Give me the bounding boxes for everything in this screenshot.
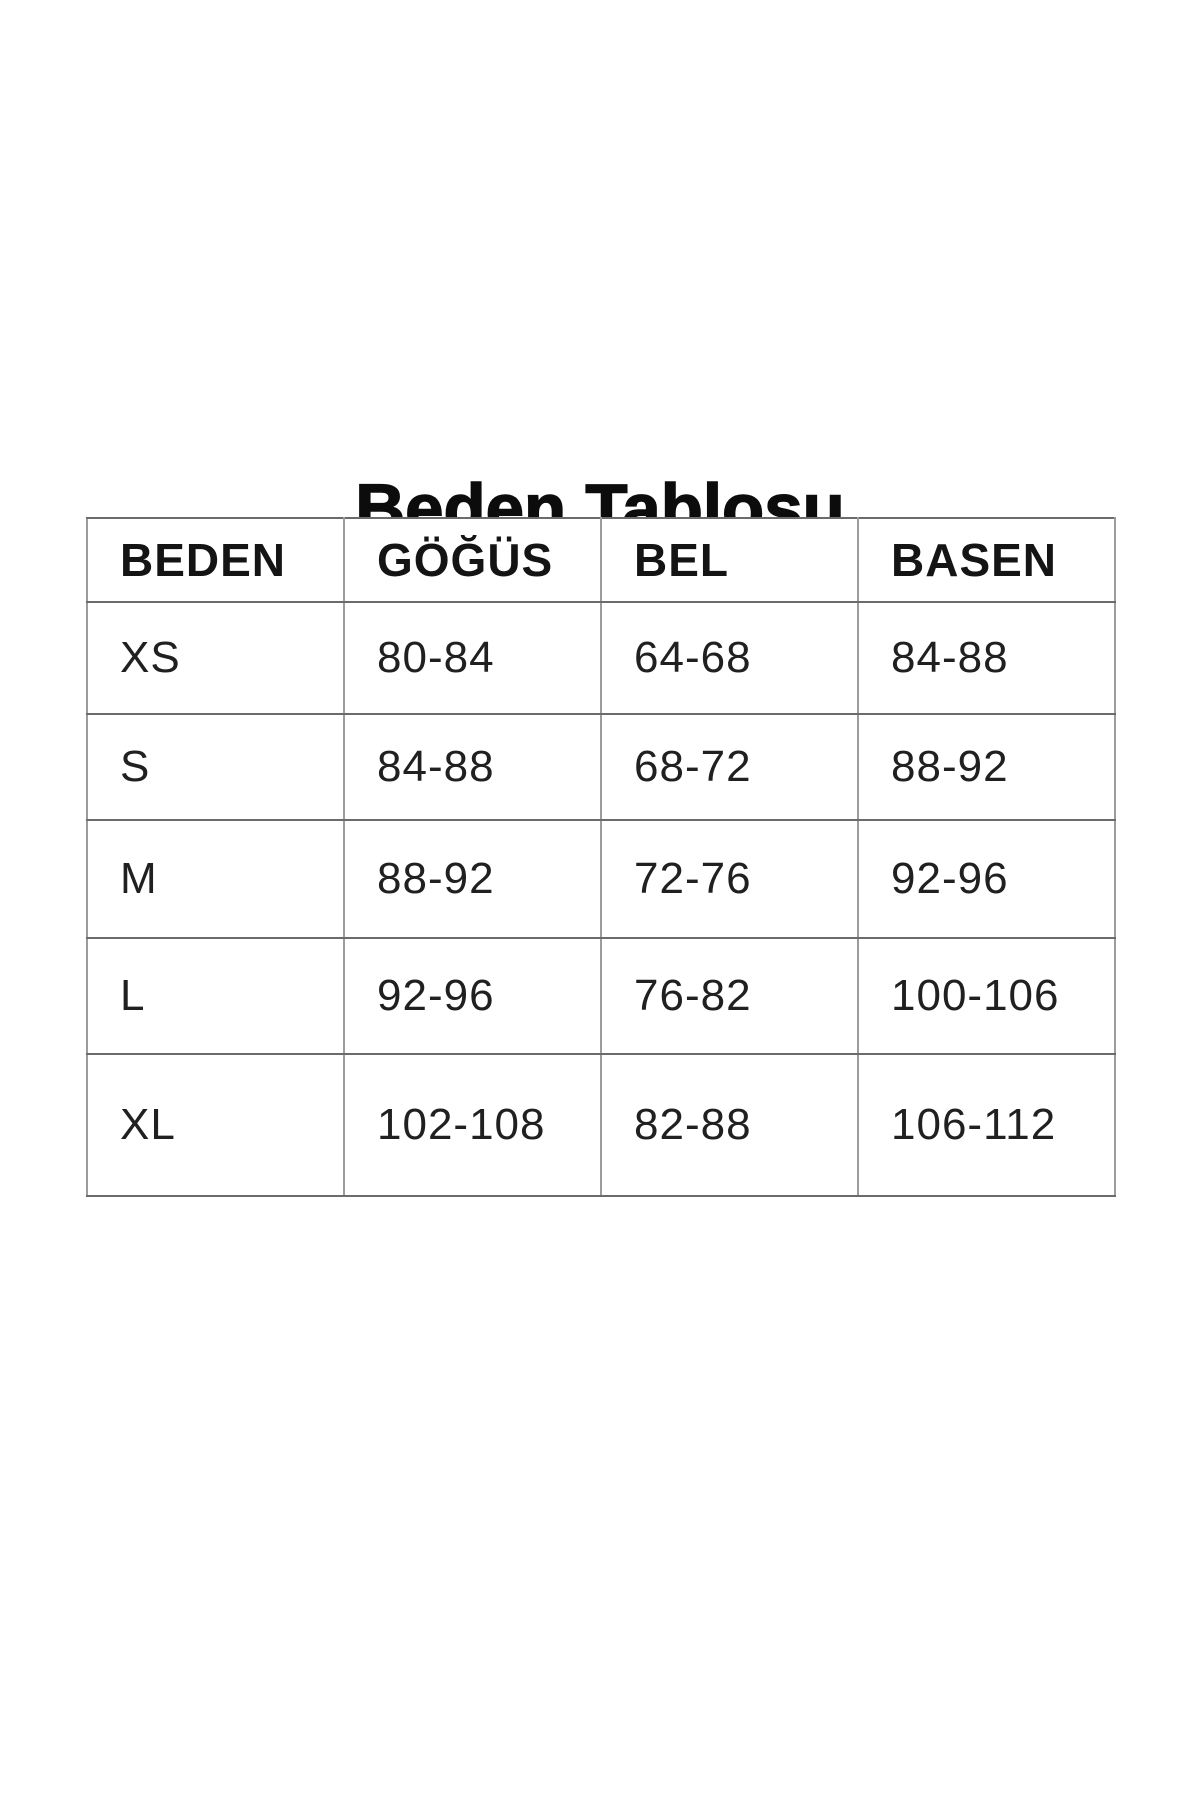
table-row-xl: XL 102-108 82-88 106-112 [86,1053,1116,1197]
waist-value-cell: 72-76 [600,819,859,939]
hip-value-cell: 92-96 [857,819,1116,939]
size-label-cell: M [86,819,345,939]
size-label-cell: XL [86,1053,345,1197]
chest-value-cell: 88-92 [343,819,602,939]
chest-value-cell: 84-88 [343,713,602,821]
header-row: BEDEN GÖĞÜS BEL BASEN [86,517,1116,603]
table-row-m: M 88-92 72-76 92-96 [86,819,1116,939]
column-header-beden: BEDEN [86,517,345,603]
hip-value-cell: 106-112 [857,1053,1116,1197]
waist-value-cell: 82-88 [600,1053,859,1197]
size-label-cell: XS [86,601,345,715]
column-header-basen: BASEN [857,517,1116,603]
size-table: BEDEN GÖĞÜS BEL BASEN XS 80-84 64-68 84-… [86,517,1116,1197]
size-label-cell: L [86,937,345,1055]
chest-value-cell: 80-84 [343,601,602,715]
column-header-gogus: GÖĞÜS [343,517,602,603]
waist-value-cell: 68-72 [600,713,859,821]
size-label-cell: S [86,713,345,821]
table-row-s: S 84-88 68-72 88-92 [86,713,1116,821]
waist-value-cell: 64-68 [600,601,859,715]
chest-value-cell: 102-108 [343,1053,602,1197]
column-header-bel: BEL [600,517,859,603]
table-row-l: L 92-96 76-82 100-106 [86,937,1116,1055]
hip-value-cell: 84-88 [857,601,1116,715]
table-row-xs: XS 80-84 64-68 84-88 [86,601,1116,715]
hip-value-cell: 100-106 [857,937,1116,1055]
hip-value-cell: 88-92 [857,713,1116,821]
chest-value-cell: 92-96 [343,937,602,1055]
waist-value-cell: 76-82 [600,937,859,1055]
